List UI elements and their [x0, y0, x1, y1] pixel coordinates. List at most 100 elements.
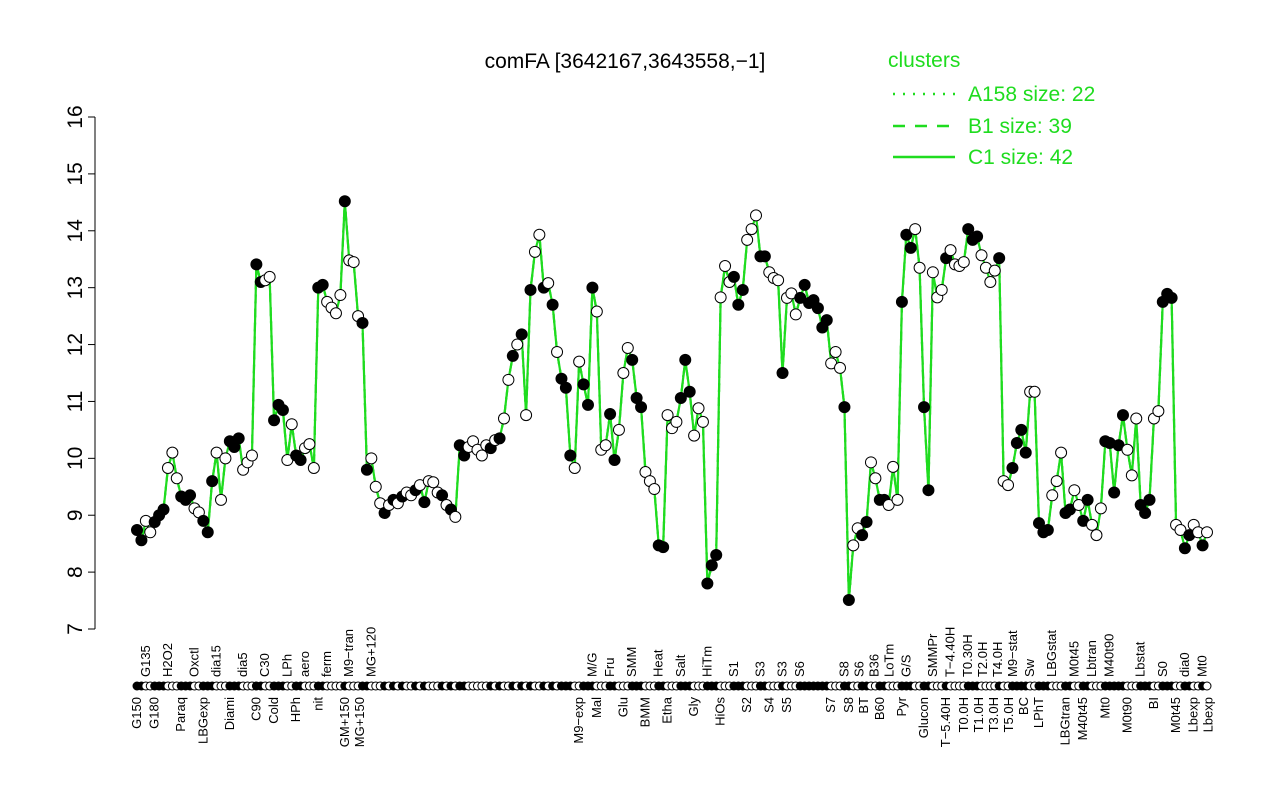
data-point — [599, 439, 612, 452]
x-tick-label: Lbtran — [1084, 640, 1099, 677]
data-point — [887, 460, 900, 473]
data-point — [1068, 484, 1081, 497]
data-point — [745, 223, 758, 236]
x-tick-label: LBGtran — [1058, 697, 1073, 745]
x-tick-label: MG+150 — [352, 697, 367, 747]
x-tick-label: G180 — [147, 697, 162, 729]
data-point — [497, 412, 510, 425]
x-tick-label: T5.0H — [1001, 697, 1016, 732]
x-tick-label: H2O2 — [160, 643, 175, 677]
y-tick-label: 12 — [64, 333, 87, 356]
x-tick-label: dia5 — [235, 652, 250, 677]
data-point — [922, 484, 935, 497]
data-point — [245, 449, 258, 462]
data-point — [1002, 479, 1015, 492]
data-point — [285, 418, 298, 431]
data-point — [657, 541, 670, 554]
data-point — [1174, 524, 1187, 537]
x-tick-label: MG+120 — [363, 627, 378, 677]
data-point — [696, 415, 709, 428]
data-point — [604, 407, 617, 420]
data-point — [144, 526, 157, 539]
data-point — [776, 367, 789, 379]
data-point — [316, 278, 329, 291]
data-point — [1201, 526, 1213, 539]
data-point — [546, 298, 559, 311]
data-point — [834, 361, 847, 374]
data-point — [975, 249, 988, 262]
data-point — [533, 228, 546, 241]
x-tick-label: dia0 — [1177, 652, 1192, 677]
x-tick-label: M40t45 — [1075, 697, 1090, 740]
x-tick-label: M9−tran — [341, 629, 356, 677]
x-tick-label: Oxctl — [186, 647, 201, 677]
data-point — [714, 291, 727, 304]
data-point — [732, 298, 745, 311]
data-point — [1130, 412, 1143, 425]
data-point — [719, 260, 732, 273]
x-tick-label: S8 — [841, 697, 856, 713]
data-point — [1015, 423, 1028, 436]
data-point — [418, 496, 431, 509]
data-point — [1178, 542, 1191, 555]
data-point — [506, 349, 519, 362]
data-point — [427, 476, 440, 489]
data-point — [493, 432, 506, 445]
data-point — [1072, 498, 1085, 511]
x-tick-label: T2.0H — [975, 642, 990, 677]
data-point — [268, 414, 281, 427]
data-point — [918, 401, 931, 414]
x-tick-label: Cold — [266, 697, 281, 724]
data-point — [789, 308, 802, 321]
data-point — [758, 250, 771, 263]
data-point — [347, 256, 360, 269]
data-point — [184, 489, 197, 502]
y-tick-label: 16 — [64, 105, 87, 128]
data-point — [559, 381, 572, 394]
data-points — [131, 195, 1213, 606]
x-tick-label: ferm — [319, 651, 334, 677]
x-tick-label: dia15 — [209, 645, 224, 677]
data-point — [900, 228, 913, 241]
data-point — [688, 429, 701, 442]
data-point — [683, 385, 696, 398]
data-point — [436, 489, 449, 502]
x-tick-label: Gly — [686, 697, 701, 717]
x-tick-label: Glucon — [916, 697, 931, 738]
data-point — [215, 493, 228, 506]
data-point — [524, 283, 537, 296]
data-point — [1006, 462, 1019, 475]
data-point — [502, 373, 515, 386]
data-point — [1050, 475, 1063, 488]
data-point — [1055, 446, 1068, 459]
x-tick-label: B60 — [872, 697, 887, 720]
data-point — [1010, 436, 1023, 449]
data-point — [1046, 489, 1059, 502]
data-point — [1094, 502, 1107, 515]
data-point — [201, 526, 214, 539]
data-point — [356, 316, 369, 329]
data-point — [635, 401, 648, 414]
x-tick-label: Glu — [615, 697, 630, 717]
data-point — [590, 305, 603, 318]
data-point — [1019, 446, 1032, 459]
x-tick-label: HiOs — [713, 697, 728, 726]
data-point — [360, 463, 373, 476]
x-tick-label: LPhT — [1031, 697, 1046, 728]
data-point — [710, 549, 723, 562]
x-tick-label: Lbstat — [1133, 641, 1148, 677]
data-point — [232, 432, 245, 445]
data-point — [577, 378, 590, 391]
line-a158 — [135, 201, 1209, 601]
data-point — [1139, 506, 1152, 519]
data-point — [962, 223, 975, 236]
data-point — [701, 577, 714, 590]
x-tick-label: Sw — [1022, 658, 1037, 677]
x-tick-label: HPh — [288, 697, 303, 722]
x-axis: G150 G135 G180 H2O2 Paraq Oxctl LBGexp dia15 Dia… — [129, 627, 1216, 747]
data-point — [984, 275, 997, 288]
data-point — [957, 256, 970, 269]
data-point — [648, 483, 661, 496]
